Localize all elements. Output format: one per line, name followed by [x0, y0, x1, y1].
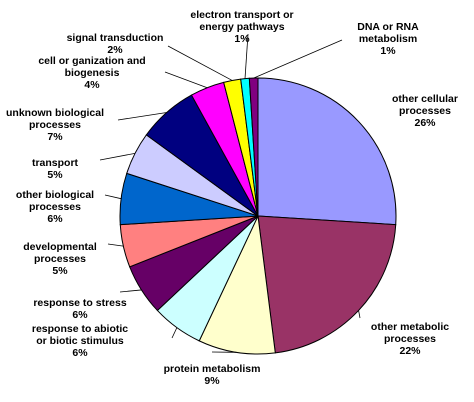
- slice-label-line: developmental: [23, 241, 97, 253]
- leader-line: [253, 39, 343, 79]
- leader-line: [244, 33, 249, 79]
- leader-line: [107, 243, 124, 247]
- pie-slice: [257, 77, 397, 226]
- slice-label-line: other biological: [16, 189, 94, 201]
- slice-label-line: biogenesis: [65, 67, 120, 79]
- leader-line: [119, 289, 142, 293]
- slice-label-line: transport: [32, 157, 79, 169]
- slice-percent: 6%: [72, 309, 88, 321]
- leader-line: [167, 45, 233, 81]
- leader-line: [104, 194, 122, 200]
- slice-label: other biological processes 6%: [16, 189, 94, 225]
- leader-line: [99, 152, 136, 161]
- slice-label-line: processes: [29, 201, 81, 213]
- slices-group: [119, 77, 397, 355]
- slice-percent: 1%: [380, 45, 396, 57]
- leader-lines-group: [99, 33, 361, 353]
- leader-line: [171, 327, 178, 339]
- slice-label-line: processes: [34, 253, 86, 265]
- slice-label-line: or biotic stimulus: [36, 335, 124, 347]
- leader-line: [164, 71, 208, 89]
- slice-percent: 4%: [84, 79, 100, 91]
- slice-percent: 1%: [234, 33, 250, 45]
- slice-label: DNA or RNA metabolism 1%: [357, 21, 419, 57]
- slice-label: transport 5%: [32, 157, 79, 181]
- slice-label-line: protein metabolism: [164, 363, 261, 375]
- slice-percent: 2%: [107, 44, 123, 56]
- slice-label-line: response to stress: [33, 297, 127, 309]
- slice-label-line: other cellular: [392, 93, 458, 105]
- slice-percent: 6%: [47, 213, 63, 225]
- slice-label: response to stress 6%: [33, 297, 127, 321]
- leader-line: [358, 310, 361, 319]
- slice-label-line: DNA or RNA: [357, 21, 419, 33]
- slice-label-line: metabolism: [359, 33, 417, 45]
- slice-label-line: processes: [384, 333, 436, 345]
- slice-label-line: other metabolic: [371, 321, 449, 333]
- slice-label-line: cell or ganization and: [38, 55, 145, 67]
- slice-percent: 22%: [399, 345, 421, 357]
- labels-group: other cellular processes 26%other metaboli…: [6, 9, 458, 387]
- slice-label: protein metabolism 9%: [164, 363, 261, 387]
- slice-label-line: energy pathways: [199, 21, 284, 33]
- slice-label-line: electron transport or: [190, 9, 293, 21]
- slice-label-line: processes: [29, 119, 81, 131]
- pie-slice: [248, 77, 259, 217]
- slice-label-line: unknown biological: [6, 107, 104, 119]
- slice-label: response to abiotic or biotic stimulus 6%: [32, 323, 128, 359]
- slice-label: cell or ganization and biogenesis 4%: [38, 55, 145, 91]
- slice-label: unknown biological processes 7%: [6, 107, 104, 143]
- slice-label: developmental processes 5%: [23, 241, 97, 277]
- slice-percent: 6%: [72, 347, 88, 359]
- slice-label-line: processes: [399, 105, 451, 117]
- slice-percent: 5%: [47, 169, 63, 181]
- slice-label: other cellular processes 26%: [392, 93, 458, 129]
- slice-percent: 9%: [204, 375, 220, 387]
- slice-label: electron transport or energy pathways 1%: [190, 9, 293, 45]
- slice-percent: 26%: [414, 117, 436, 129]
- pie-slice: [257, 215, 397, 354]
- slice-label: other metabolic processes 22%: [371, 321, 449, 357]
- slice-percent: 7%: [47, 131, 63, 143]
- slice-label: signal transduction 2%: [67, 32, 164, 56]
- slice-label-line: signal transduction: [67, 32, 164, 44]
- slice-label-line: response to abiotic: [32, 323, 128, 335]
- slice-percent: 5%: [52, 265, 68, 277]
- leader-line: [117, 112, 167, 121]
